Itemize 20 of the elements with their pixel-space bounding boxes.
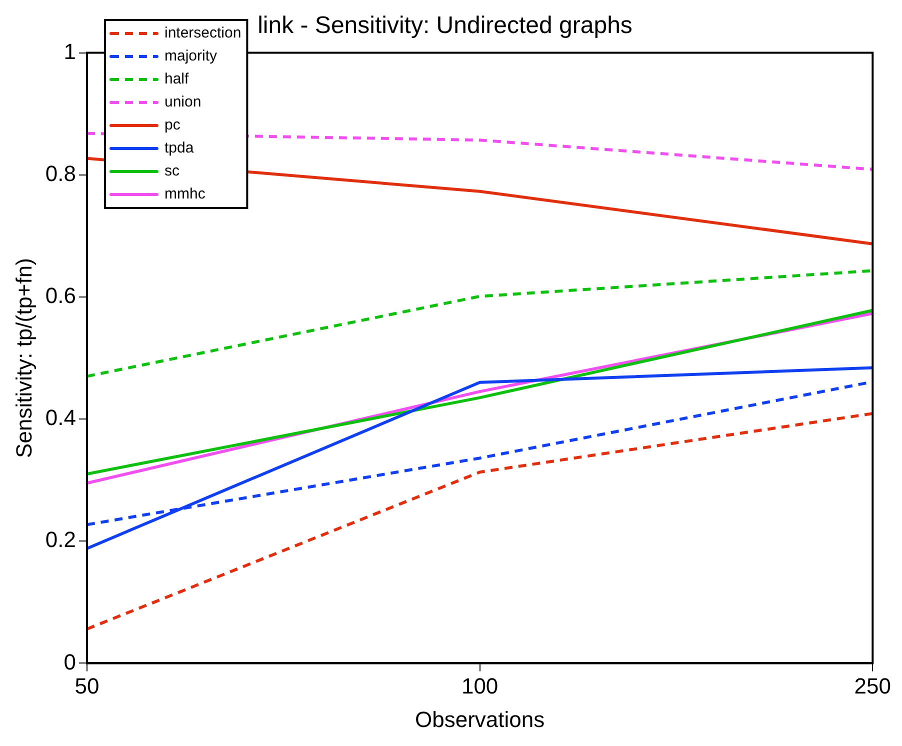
y-tick-label: 0: [64, 649, 76, 674]
x-tick-label: 250: [854, 673, 892, 698]
x-axis-title: Observations: [415, 706, 545, 732]
legend-label: mmhc: [164, 186, 206, 203]
legend-label: half: [164, 70, 190, 88]
y-tick-label: 0.8: [45, 160, 76, 186]
legend-label: majority: [164, 48, 218, 65]
y-axis-title: Sensitivity: tp/(tp+fn): [11, 258, 36, 458]
legend-label: tpda: [164, 140, 194, 157]
x-tick-label: 50: [74, 673, 100, 698]
legend-label: pc: [164, 116, 181, 134]
y-tick-label: 0.2: [45, 527, 76, 552]
chart-title: link - Sensitivity: Undirected graphs: [258, 12, 632, 40]
y-tick-label: 1: [64, 38, 76, 64]
y-tick-label: 0.6: [45, 283, 76, 308]
legend-label: intersection: [164, 24, 242, 42]
y-tick-label: 0.4: [45, 405, 76, 430]
legend-label: sc: [164, 162, 180, 180]
legend-label: union: [164, 94, 202, 111]
x-tick-label: 100: [461, 673, 498, 698]
